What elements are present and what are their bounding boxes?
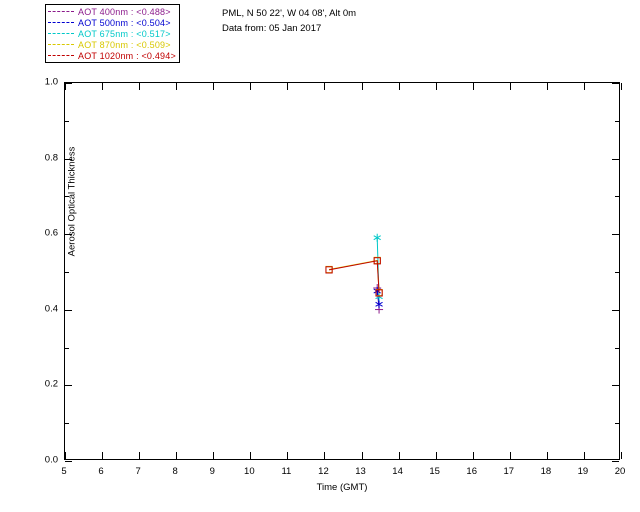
- x-tick: [361, 452, 363, 459]
- legend: AOT 400nm : <0.488> AOT 500nm : <0.504> …: [45, 4, 180, 63]
- y-tick-right: [612, 461, 619, 462]
- x-tick: [509, 452, 511, 459]
- chart-title-line2: Data from: 05 Jan 2017: [222, 23, 322, 34]
- y-tick-right: [612, 158, 619, 160]
- x-tick-top: [65, 83, 66, 90]
- x-tick: [546, 452, 548, 459]
- y-tick-label: 0.2: [44, 378, 58, 390]
- x-tick-top: [139, 83, 141, 90]
- y-tick-minor: [615, 423, 619, 425]
- x-tick-top: [176, 83, 178, 90]
- y-tick-minor: [615, 272, 619, 273]
- x-tick: [621, 452, 622, 459]
- legend-item: AOT 675nm : <0.517>: [48, 28, 176, 39]
- legend-swatch-1020nm: [48, 55, 74, 56]
- x-tick-top: [361, 83, 363, 90]
- x-tick-top: [546, 83, 548, 90]
- y-tick-minor: [615, 120, 619, 122]
- x-tick: [65, 452, 66, 459]
- y-tick-minor: [65, 120, 69, 122]
- x-tick-label: 5: [61, 466, 67, 477]
- legend-item: AOT 400nm : <0.488>: [48, 6, 176, 17]
- chart-title-block: PML, N 50 22', W 04 08', Alt 0m Data fro…: [222, 6, 356, 36]
- x-tick-top: [287, 83, 289, 90]
- legend-label-400nm: AOT 400nm : <0.488>: [78, 6, 171, 17]
- x-tick-label: 19: [577, 466, 589, 477]
- y-tick-label: 0.4: [44, 303, 58, 315]
- x-tick-top: [583, 83, 585, 90]
- x-tick: [324, 452, 326, 459]
- legend-item: AOT 870nm : <0.509>: [48, 39, 176, 50]
- legend-swatch-400nm: [48, 11, 74, 12]
- x-tick: [435, 452, 437, 459]
- legend-swatch-500nm: [48, 22, 74, 23]
- y-tick-minor: [65, 423, 69, 425]
- x-tick-top: [102, 83, 104, 90]
- y-tick-minor: [65, 196, 69, 198]
- x-tick-label: 7: [135, 466, 141, 477]
- legend-item: AOT 500nm : <0.504>: [48, 17, 176, 28]
- legend-label-870nm: AOT 870nm : <0.509>: [78, 39, 171, 50]
- x-tick: [139, 452, 141, 459]
- legend-label-1020nm: AOT 1020nm : <0.494>: [78, 50, 176, 61]
- x-tick: [213, 452, 215, 459]
- x-tick: [472, 452, 474, 459]
- x-tick: [250, 452, 252, 459]
- x-tick-top: [324, 83, 326, 90]
- y-tick-label: 0.0: [44, 454, 58, 466]
- plot-area: [64, 82, 622, 462]
- x-tick-top: [250, 83, 252, 90]
- y-tick: [65, 385, 72, 387]
- y-tick: [65, 309, 72, 311]
- y-axis-title: Aerosol Optical Thickness: [66, 146, 78, 257]
- chart-title-line1: PML, N 50 22', W 04 08', Alt 0m: [222, 8, 357, 19]
- y-tick-label: 0.6: [44, 227, 58, 239]
- x-tick: [287, 452, 289, 459]
- x-tick: [398, 452, 400, 459]
- x-tick-label: 13: [355, 466, 366, 477]
- x-tick-top: [398, 83, 400, 90]
- x-tick-top: [621, 83, 622, 90]
- x-tick-label: 6: [98, 466, 104, 477]
- x-tick-top: [472, 83, 474, 90]
- y-tick: [65, 158, 72, 160]
- x-tick-label: 9: [209, 466, 215, 477]
- y-tick-right: [612, 234, 619, 236]
- y-tick-right: [612, 385, 619, 387]
- x-tick: [583, 452, 585, 459]
- x-tick-label: 10: [244, 466, 255, 477]
- y-tick-right: [612, 309, 619, 311]
- y-tick: [65, 83, 72, 84]
- x-tick-label: 14: [392, 466, 403, 477]
- y-tick-minor: [65, 272, 69, 273]
- legend-swatch-870nm: [48, 44, 74, 45]
- x-tick: [176, 452, 178, 459]
- x-tick-top: [509, 83, 511, 90]
- x-tick-label: 15: [429, 466, 440, 477]
- x-tick-label: 17: [503, 466, 515, 477]
- y-tick-label: 0.8: [44, 152, 58, 164]
- y-tick-minor: [615, 347, 619, 349]
- x-tick-top: [435, 83, 437, 90]
- y-tick-right: [612, 83, 619, 84]
- x-tick-label: 11: [281, 466, 292, 477]
- y-tick: [65, 461, 72, 462]
- x-tick: [102, 452, 104, 459]
- legend-label-500nm: AOT 500nm : <0.504>: [78, 17, 171, 28]
- y-tick-label: 1.0: [44, 76, 58, 88]
- legend-label-675nm: AOT 675nm : <0.517>: [78, 28, 171, 39]
- y-tick-minor: [65, 347, 69, 349]
- y-tick-minor: [615, 196, 619, 198]
- legend-item: AOT 1020nm : <0.494>: [48, 50, 176, 61]
- x-tick-top: [213, 83, 215, 90]
- x-tick-label: 12: [318, 466, 329, 477]
- x-tick-label: 18: [540, 466, 552, 477]
- x-tick-label: 16: [466, 466, 478, 477]
- legend-swatch-675nm: [48, 33, 74, 34]
- x-tick-label: 20: [614, 466, 626, 477]
- x-axis-title: Time (GMT): [316, 482, 368, 493]
- y-tick: [65, 234, 72, 236]
- x-tick-label: 8: [172, 466, 178, 477]
